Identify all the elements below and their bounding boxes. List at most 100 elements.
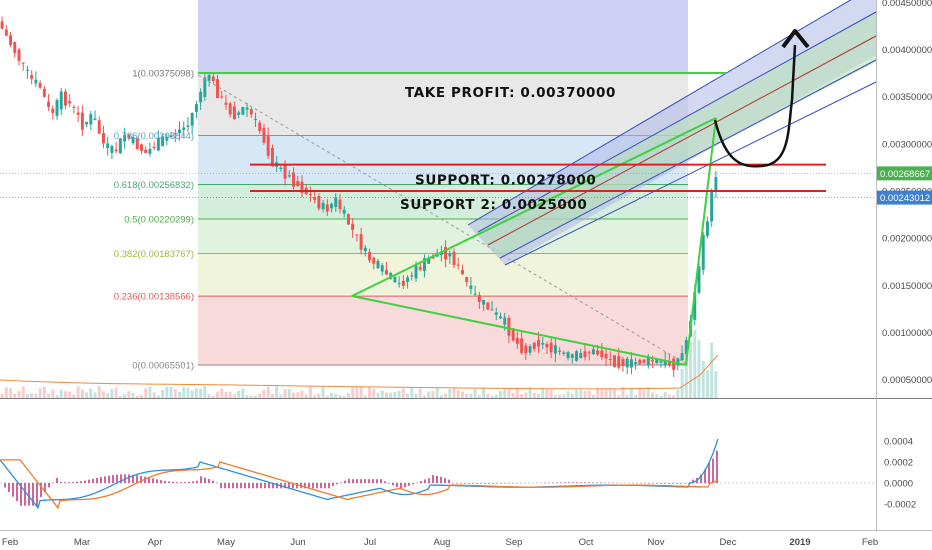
time-axis[interactable]: Feb Mar Apr May Jun Jul Aug Sep Oct Nov Dec 2019 Feb	[2, 537, 878, 548]
candle-body	[135, 138, 139, 150]
candle-body	[659, 361, 663, 363]
candle-body	[558, 350, 562, 352]
volume-bar	[448, 389, 452, 398]
macd-hist-bar	[484, 483, 486, 484]
price-badge	[877, 166, 932, 181]
time-tick-label: Aug	[434, 537, 451, 548]
volume-bar	[511, 392, 515, 398]
macd-hist-bar	[4, 483, 6, 488]
candle-body	[553, 345, 557, 354]
volume-bar	[587, 390, 591, 398]
volume-bar	[287, 388, 291, 398]
volume-bar	[270, 393, 274, 398]
volume-bar	[199, 388, 203, 398]
macd-tick-label: -0.0002	[884, 500, 916, 511]
macd-hist-bar	[492, 483, 494, 484]
macd-hist-bar	[352, 479, 354, 483]
date-range-highlight	[198, 0, 688, 75]
volume-bar	[55, 395, 59, 398]
candle-body	[152, 147, 156, 149]
candle-body	[494, 312, 498, 315]
macd-pane	[0, 438, 876, 510]
candle-body	[566, 352, 570, 359]
volume-bar	[47, 393, 51, 398]
volume-bar	[439, 395, 443, 398]
volume-bar	[549, 390, 553, 398]
macd-hist-bar	[68, 482, 70, 483]
candle-body	[583, 351, 587, 358]
volume-bar	[178, 391, 181, 398]
volume-bar	[165, 386, 169, 398]
volume-bar	[359, 386, 363, 398]
macd-hist-bar	[360, 479, 362, 483]
candle-body	[334, 197, 338, 208]
macd-hist-bar	[176, 482, 178, 483]
candle-body	[186, 125, 190, 127]
volume-bar	[566, 391, 570, 398]
macd-hist-bar	[372, 479, 374, 483]
price-badges: 0.00268667 0.00243012	[0, 166, 932, 205]
volume-bar	[477, 395, 481, 398]
volume-bar	[346, 392, 350, 398]
candle-body	[190, 112, 194, 126]
price-tick-label: 0.00050000	[882, 375, 932, 386]
candle-body	[587, 351, 591, 353]
candle-body	[376, 260, 380, 269]
candle-body	[216, 79, 219, 99]
volume-bar	[608, 388, 612, 398]
macd-hist-bar	[20, 483, 22, 506]
macd-hist-bar	[244, 483, 246, 489]
candle-body	[363, 247, 367, 252]
macd-hist-bar	[384, 481, 386, 483]
macd-hist-bar	[108, 475, 110, 483]
candle-body	[321, 202, 325, 210]
candle-body	[482, 300, 486, 305]
candle-body	[165, 136, 169, 141]
volume-bar	[330, 392, 334, 398]
candle-body	[608, 358, 612, 360]
macd-hist-bar	[272, 483, 274, 489]
candle-body	[684, 340, 688, 354]
time-tick-label: Dec	[720, 537, 737, 548]
volume-bar	[118, 395, 122, 398]
candle-body	[562, 352, 566, 354]
macd-axis[interactable]: 0.0004 0.0002 0.0000 -0.0002	[884, 437, 916, 511]
candle-body	[148, 148, 152, 154]
macd-hist-bar	[468, 483, 470, 484]
candle-body	[287, 175, 291, 177]
candle-body	[477, 295, 481, 302]
volume-bar	[85, 392, 89, 398]
candle-body	[38, 82, 42, 88]
volume-bar	[452, 388, 456, 398]
macd-hist-bar	[344, 480, 346, 483]
macd-hist-bar	[496, 483, 498, 484]
time-tick-label: 2019	[789, 537, 810, 548]
volume-bar	[460, 391, 464, 398]
volume-bar	[701, 360, 705, 398]
volume-bar	[110, 389, 114, 398]
volume-bar	[241, 388, 245, 398]
candle-body	[25, 69, 29, 71]
macd-hist-bar	[172, 481, 174, 483]
time-tick-label: Mar	[74, 537, 90, 548]
candle-body	[30, 74, 34, 79]
macd-tick-label: 0.0000	[884, 479, 913, 490]
macd-hist-bar	[716, 450, 718, 483]
candle-body	[397, 283, 401, 285]
candle-body	[617, 356, 621, 368]
support-lines	[250, 163, 826, 192]
candle-body	[80, 112, 84, 130]
volume-bar	[714, 371, 718, 398]
candle-body	[401, 280, 405, 286]
volume-bar	[135, 395, 139, 398]
macd-hist-bar	[188, 481, 190, 483]
candle-body	[511, 328, 515, 341]
macd-hist-bar	[204, 477, 206, 483]
regression-channel	[467, 0, 877, 266]
volume-bar	[444, 393, 448, 398]
candle-body	[211, 76, 215, 82]
candle-body	[283, 165, 287, 179]
volume-bar	[638, 387, 642, 398]
candle-body	[118, 138, 122, 154]
volume-bar	[604, 388, 608, 398]
